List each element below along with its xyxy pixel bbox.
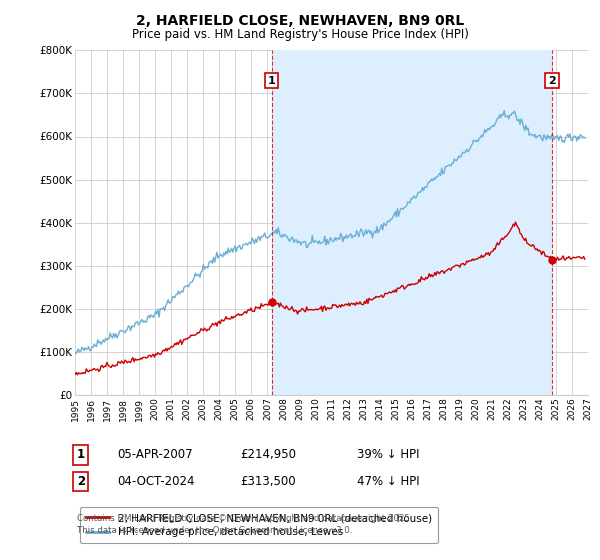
Text: 2: 2 (77, 475, 85, 488)
Text: 39% ↓ HPI: 39% ↓ HPI (357, 448, 419, 461)
Legend: 2, HARFIELD CLOSE, NEWHAVEN, BN9 0RL (detached house), HPI: Average price, detac: 2, HARFIELD CLOSE, NEWHAVEN, BN9 0RL (de… (80, 507, 438, 543)
Text: £214,950: £214,950 (240, 448, 296, 461)
Text: Contains HM Land Registry data © Crown copyright and database right 2025.
This d: Contains HM Land Registry data © Crown c… (77, 514, 412, 535)
Text: Price paid vs. HM Land Registry's House Price Index (HPI): Price paid vs. HM Land Registry's House … (131, 28, 469, 41)
Text: £313,500: £313,500 (240, 475, 296, 488)
Text: 1: 1 (268, 76, 275, 86)
Text: 2: 2 (548, 76, 556, 86)
Text: 47% ↓ HPI: 47% ↓ HPI (357, 475, 419, 488)
Bar (272, 50, 552, 395)
Text: 1: 1 (77, 448, 85, 461)
Text: 2, HARFIELD CLOSE, NEWHAVEN, BN9 0RL: 2, HARFIELD CLOSE, NEWHAVEN, BN9 0RL (136, 14, 464, 28)
Text: 04-OCT-2024: 04-OCT-2024 (117, 475, 194, 488)
Text: 05-APR-2007: 05-APR-2007 (117, 448, 193, 461)
